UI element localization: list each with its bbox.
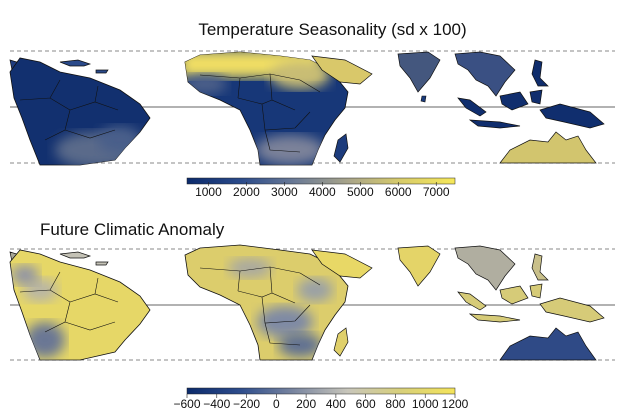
maritime-asia-islands-bottom [457, 283, 605, 323]
anomaly-tick-label: −200 [233, 397, 260, 411]
madagascar-land-bottom [333, 327, 349, 357]
australia-land [499, 131, 597, 164]
southeast-asia-land [454, 51, 516, 97]
anomaly-tick-label: −400 [203, 397, 230, 411]
india-land [397, 51, 441, 93]
africa-land [184, 51, 349, 166]
panel-title-seasonality: Temperature Seasonality (sd x 100) [198, 20, 467, 39]
seasonality-tick-label: 5000 [347, 185, 374, 199]
anomaly-tick-label: 1200 [442, 397, 469, 411]
anomaly-tick-label: 800 [385, 397, 405, 411]
seasonality-tick-label: 7000 [423, 185, 450, 199]
colorbar-seasonality-ticks: 1000 2000 3000 4000 5000 6000 7000 [195, 182, 450, 199]
anomaly-tick-label: 600 [356, 397, 376, 411]
south-america-land-bottom [9, 249, 151, 361]
seasonality-tick-label: 1000 [195, 185, 222, 199]
seasonality-tick-label: 4000 [309, 185, 336, 199]
anomaly-tick-label: 0 [273, 397, 280, 411]
africa-land-bottom [184, 244, 349, 361]
caribbean-islands-bottom [59, 251, 109, 266]
philippines-land-bottom [531, 253, 549, 281]
caribbean-islands [59, 59, 109, 74]
anomaly-tick-label: 200 [296, 397, 316, 411]
seasonality-tick-label: 2000 [233, 185, 260, 199]
colorbar-seasonality: 1000 2000 3000 4000 5000 6000 7000 [186, 177, 456, 199]
madagascar-land [333, 133, 349, 163]
philippines-land [531, 59, 549, 87]
southeast-asia-land-bottom [454, 245, 516, 291]
australia-land-bottom [499, 327, 597, 361]
india-land-bottom [397, 245, 441, 287]
sri-lanka-land [420, 95, 427, 103]
arabian-peninsula-land-bottom [311, 249, 373, 279]
colorbar-anomaly-bar [186, 387, 456, 395]
arabian-peninsula-land [311, 55, 373, 85]
panel-title-anomaly: Future Climatic Anomaly [40, 220, 225, 239]
map-seasonality [9, 50, 615, 166]
map-anomaly [9, 244, 615, 361]
seasonality-tick-label: 6000 [385, 185, 412, 199]
anomaly-tick-label: 400 [326, 397, 346, 411]
anomaly-tick-label: −600 [173, 397, 200, 411]
seasonality-tick-label: 3000 [271, 185, 298, 199]
anomaly-tick-label: 1000 [412, 397, 439, 411]
south-america-land [9, 57, 151, 166]
maritime-asia-islands [457, 89, 605, 129]
colorbar-anomaly: −600 −400 −200 0 200 400 600 800 1000 1200 [173, 387, 469, 411]
colorbar-anomaly-ticks: −600 −400 −200 0 200 400 600 800 1000 1200 [173, 394, 469, 411]
colorbar-seasonality-bar [186, 177, 456, 185]
